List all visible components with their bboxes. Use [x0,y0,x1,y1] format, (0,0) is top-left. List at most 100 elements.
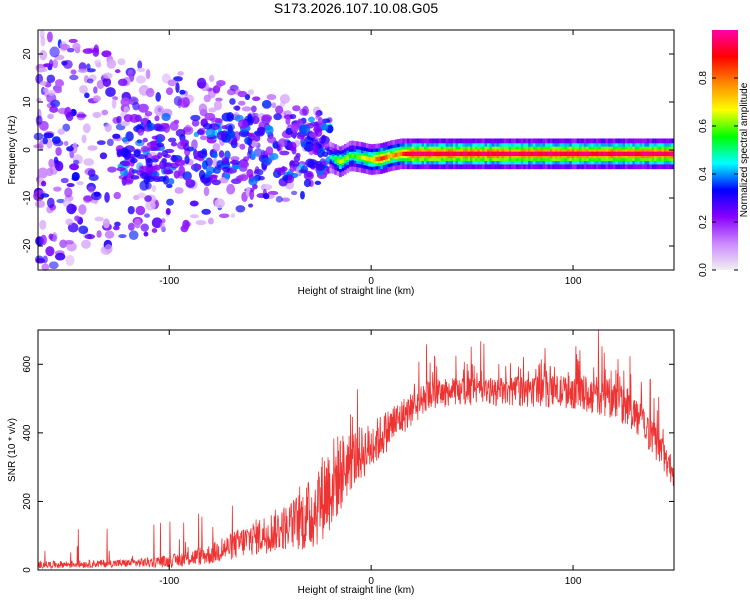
spectrogram-ridge-cell [482,151,485,156]
spectrogram-band-blob [244,136,251,145]
spectrogram-band-blob [322,142,331,149]
spectrogram-ridge-cell [373,157,376,162]
spectrogram-noise-blob [106,138,114,147]
spectrogram-noise-blob [175,82,180,93]
y-tick-label: -10 [22,190,33,205]
spectrogram-ridge-cell [562,151,565,156]
spectrogram-noise-blob [114,69,121,74]
spectrogram-noise-blob [248,203,254,208]
spectrogram-noise-blob [92,95,101,102]
spectrogram-noise-blob [55,146,62,156]
spectrogram-noise-blob [254,147,263,157]
spectrogram-noise-blob [93,86,98,94]
spectrogram-noise-blob [79,84,88,94]
spectrogram-band-blob [167,178,175,185]
spectrogram-noise-blob [104,230,115,239]
spectrogram-band-blob [231,138,237,146]
colorbar-tick-label: 0.2 [698,215,709,229]
spectrogram-band-blob [269,152,279,161]
spectrogram-band-blob [130,175,140,180]
spectrogram-noise-blob [151,217,163,229]
spectrogram-band-blob [133,149,141,157]
spectrogram-ridge-cell [399,151,403,157]
spectrogram-band-blob [314,127,323,137]
spectrogram-band-blob [317,117,324,127]
spectrogram-ridge-cell [586,151,589,156]
spectrogram-ridge-cell [334,157,337,162]
spectrogram-noise-blob [114,221,121,227]
spectrogram-ridge-cell [646,151,650,156]
snr-line [37,329,674,570]
spectrogram-noise-blob [173,76,183,82]
spectrogram-noise-blob [315,110,321,118]
spectrogram-band-blob [312,143,319,153]
spectrogram-noise-blob [53,156,59,164]
spectrogram-noise-blob [299,108,308,116]
spectrogram-noise-blob [33,132,44,141]
spectrogram-noise-blob [230,213,236,218]
spectrogram-band-blob [279,150,290,156]
spectrogram-band-blob [169,121,179,131]
spectrogram-band-blob [170,141,178,147]
spectrogram-band-blob [185,177,192,186]
spectrogram-noise-blob [215,97,223,102]
spectrogram-ridge-cell [605,151,609,156]
spectrogram-noise-blob [81,134,87,144]
spectrogram-band-blob [209,117,220,123]
spectrogram-noise-blob [166,183,173,189]
chart-title: S173.2026.107.10.08.G05 [274,0,438,16]
spectrogram-ridge-cell [663,151,667,156]
spectrogram-band-blob [231,164,242,170]
spectrogram-noise-blob [104,123,112,133]
spectrogram-noise-blob [65,111,74,122]
spectrogram-noise-blob [113,225,120,231]
spectrogram-band-blob [161,113,171,121]
spectrogram-ridge-cell [433,151,437,156]
spectrogram-noise-blob [189,200,199,207]
spectrogram-ridge-cell [595,151,599,156]
spectrogram-band-blob [153,164,162,171]
spectrogram-ridge-cell [545,151,548,156]
spectrogram-ridge-cell [668,151,672,156]
spectrogram-band-blob [146,142,154,147]
spectrogram-noise-blob [71,171,80,181]
spectrogram-band-blob [131,169,139,174]
spectrogram-ridge-cell [404,151,408,156]
spectrogram-noise-blob [71,204,78,212]
x-tick-label: 100 [565,576,582,587]
spectrogram-noise-blob [70,69,77,75]
x-tick-label: 0 [368,276,374,287]
spectrogram-ridge-cell [450,151,454,156]
y-tick-label: 400 [22,424,33,441]
spectrogram-noise-blob [174,187,184,194]
spectrogram-ridge-cell [634,151,638,156]
spectrogram-noise-blob [190,114,201,122]
spectrogram-noise-blob [48,158,55,168]
spectrogram-noise-blob [137,60,143,70]
spectrogram-band-blob [285,117,291,125]
spectrogram-ridge-cell [363,155,366,161]
spectrogram-noise-blob [203,94,211,103]
spectrogram-noise-blob [96,80,105,90]
spectrogram-noise-blob [105,87,116,97]
spectrogram-noise-blob [134,218,141,229]
spectrogram-ridge-cell [339,159,342,164]
spectrogram-noise-blob [127,69,134,78]
spectrogram-ridge-cell [465,151,468,156]
spectrogram-band-blob [122,178,134,185]
spectrogram-noise-blob [102,77,112,87]
spectrogram-noise-blob [281,197,291,202]
spectrogram-noise-blob [46,31,53,43]
spectrogram-band-blob [231,159,237,166]
spectrogram-noise-blob [195,219,207,226]
spectrogram-noise-blob [96,230,102,238]
spectrogram-noise-blob [154,115,160,122]
spectrogram-noise-blob [95,62,102,68]
spectrogram-ridge-cell [622,151,626,156]
spectrogram-ridge-cell [651,151,655,156]
spectrogram-noise-blob [275,195,283,203]
snr-x-label: Height of straight line (km) [298,585,415,596]
spectrogram-ridge-cell [457,151,461,156]
spectrogram-noise-blob [250,105,257,113]
